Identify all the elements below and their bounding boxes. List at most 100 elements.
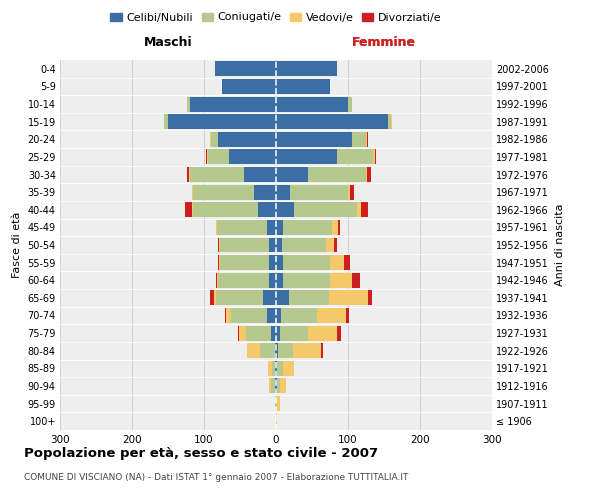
Bar <box>276 220 283 235</box>
Bar <box>294 202 358 218</box>
Bar <box>220 255 269 270</box>
Bar <box>211 132 218 147</box>
Bar <box>185 202 193 218</box>
Bar <box>276 361 277 376</box>
Bar <box>337 326 341 340</box>
Bar <box>361 202 368 218</box>
Bar <box>358 202 361 218</box>
Bar <box>271 326 276 340</box>
Bar <box>276 114 388 129</box>
Bar <box>222 79 276 94</box>
Bar <box>272 361 275 376</box>
Bar <box>263 290 276 306</box>
Bar <box>217 220 268 235</box>
Bar <box>271 378 275 394</box>
Bar <box>391 114 392 129</box>
Bar <box>193 184 254 200</box>
Bar <box>276 255 283 270</box>
Bar <box>276 202 294 218</box>
Bar <box>334 238 337 252</box>
Bar <box>190 167 244 182</box>
Bar <box>276 273 283 287</box>
Bar <box>280 326 308 340</box>
Bar <box>218 238 219 252</box>
Bar <box>308 326 337 340</box>
Bar <box>210 132 211 147</box>
Bar <box>216 273 217 287</box>
Bar <box>352 132 366 147</box>
Bar <box>277 396 280 411</box>
Bar <box>216 290 263 306</box>
Bar <box>283 255 330 270</box>
Bar <box>193 202 258 218</box>
Text: COMUNE DI VISCIANO (NA) - Dati ISTAT 1° gennaio 2007 - Elaborazione TUTTITALIA.I: COMUNE DI VISCIANO (NA) - Dati ISTAT 1° … <box>24 472 409 482</box>
Bar <box>275 378 276 394</box>
Bar <box>283 361 294 376</box>
Bar <box>290 184 348 200</box>
Bar <box>329 290 368 306</box>
Bar <box>269 255 276 270</box>
Bar <box>275 343 276 358</box>
Bar <box>192 184 193 200</box>
Bar <box>277 378 280 394</box>
Text: Popolazione per età, sesso e stato civile - 2007: Popolazione per età, sesso e stato civil… <box>24 448 378 460</box>
Bar <box>280 378 286 394</box>
Bar <box>215 220 216 235</box>
Bar <box>346 308 349 323</box>
Bar <box>229 150 276 164</box>
Bar <box>338 220 340 235</box>
Bar <box>269 238 276 252</box>
Bar <box>220 238 269 252</box>
Bar <box>276 326 280 340</box>
Bar <box>218 132 276 147</box>
Bar <box>207 150 208 164</box>
Bar <box>218 255 219 270</box>
Y-axis label: Anni di nascita: Anni di nascita <box>554 204 565 286</box>
Bar <box>337 150 373 164</box>
Bar <box>368 290 372 306</box>
Bar <box>226 308 232 323</box>
Bar <box>373 150 374 164</box>
Bar <box>219 255 220 270</box>
Bar <box>260 343 275 358</box>
Bar <box>326 238 334 252</box>
Bar <box>268 220 276 235</box>
Y-axis label: Fasce di età: Fasce di età <box>12 212 22 278</box>
Bar <box>206 150 207 164</box>
Bar <box>164 114 168 129</box>
Bar <box>238 326 239 340</box>
Bar <box>208 150 229 164</box>
Bar <box>276 184 290 200</box>
Bar <box>344 255 350 270</box>
Bar <box>239 326 246 340</box>
Bar <box>350 184 354 200</box>
Bar <box>276 150 337 164</box>
Bar <box>276 414 277 428</box>
Bar <box>219 238 220 252</box>
Bar <box>215 62 276 76</box>
Bar <box>276 396 277 411</box>
Bar <box>293 343 322 358</box>
Bar <box>276 132 352 147</box>
Text: Femmine: Femmine <box>352 36 416 49</box>
Legend: Celibi/Nubili, Coniugati/e, Vedovi/e, Divorziati/e: Celibi/Nubili, Coniugati/e, Vedovi/e, Di… <box>106 8 446 27</box>
Bar <box>187 167 189 182</box>
Bar <box>218 273 269 287</box>
Bar <box>330 255 344 270</box>
Bar <box>367 132 368 147</box>
Bar <box>216 220 217 235</box>
Bar <box>277 361 283 376</box>
Bar <box>352 273 360 287</box>
Bar <box>268 361 272 376</box>
Bar <box>317 308 346 323</box>
Bar <box>254 184 276 200</box>
Bar <box>168 114 276 129</box>
Bar <box>247 343 260 358</box>
Bar <box>232 308 268 323</box>
Bar <box>332 220 338 235</box>
Bar <box>225 308 226 323</box>
Bar <box>366 167 367 182</box>
Bar <box>269 378 271 394</box>
Bar <box>211 290 214 306</box>
Bar <box>276 62 337 76</box>
